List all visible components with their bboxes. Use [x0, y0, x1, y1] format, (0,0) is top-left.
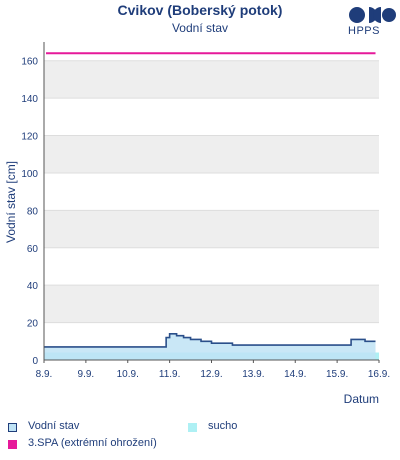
y-axis-label: Vodní stav [cm]: [4, 161, 18, 243]
x-tick-label: 9.9.: [78, 369, 95, 380]
grid-band: [44, 60, 379, 99]
y-tick-label: 140: [21, 94, 38, 105]
y-tick-label: 60: [27, 244, 39, 255]
x-tick-label: 12.9.: [200, 369, 222, 380]
y-tick-label: 40: [27, 281, 39, 292]
y-tick-label: 80: [27, 206, 39, 217]
x-tick-label: 10.9.: [117, 369, 139, 380]
legend-swatch-sucho: [188, 423, 197, 432]
chart-subtitle: Vodní stav: [171, 21, 229, 35]
legend-label-sucho: sucho: [208, 420, 238, 432]
grid-band: [44, 135, 379, 173]
series-layer: [44, 52, 379, 360]
water-level-line: [44, 333, 376, 348]
legend-swatch-vodni-stav: [8, 423, 17, 432]
chart-title: Cvikov (Boberský potok): [117, 2, 283, 18]
grid-band: [44, 285, 379, 323]
grid-lines: [44, 60, 379, 324]
y-tick-label: 0: [32, 356, 38, 367]
x-tick-label: 11.9.: [159, 369, 181, 380]
x-tick-label: 14.9.: [284, 369, 306, 380]
legend-swatch-spa3: [8, 440, 17, 449]
x-axis-label: Datum: [344, 392, 379, 406]
axes: [43, 42, 380, 363]
y-tick-label: 120: [21, 132, 38, 143]
x-tick-label: 8.9.: [36, 369, 53, 380]
hpps-logo-icon: [349, 7, 396, 23]
y-tick-label: 160: [21, 57, 38, 68]
x-tick-label: 15.9.: [326, 369, 348, 380]
legend-label-vodni-stav: Vodní stav: [28, 420, 80, 432]
grid-bands: [44, 60, 379, 323]
y-tick-label: 20: [27, 319, 39, 330]
y-tick-label: 100: [21, 169, 38, 180]
tick-labels: 0 20 40 60 80 100 120 140 160 8.9. 9.9. 10.9. 11.9. 1…: [21, 57, 390, 380]
water-level-area: [44, 333, 376, 360]
logo-text: HPPS: [348, 25, 380, 37]
grid-band: [44, 210, 379, 248]
x-tick-label: 16.9.: [368, 369, 390, 380]
legend-label-spa3: 3.SPA (extrémní ohrožení): [28, 437, 157, 449]
x-tick-label: 13.9.: [242, 369, 264, 380]
